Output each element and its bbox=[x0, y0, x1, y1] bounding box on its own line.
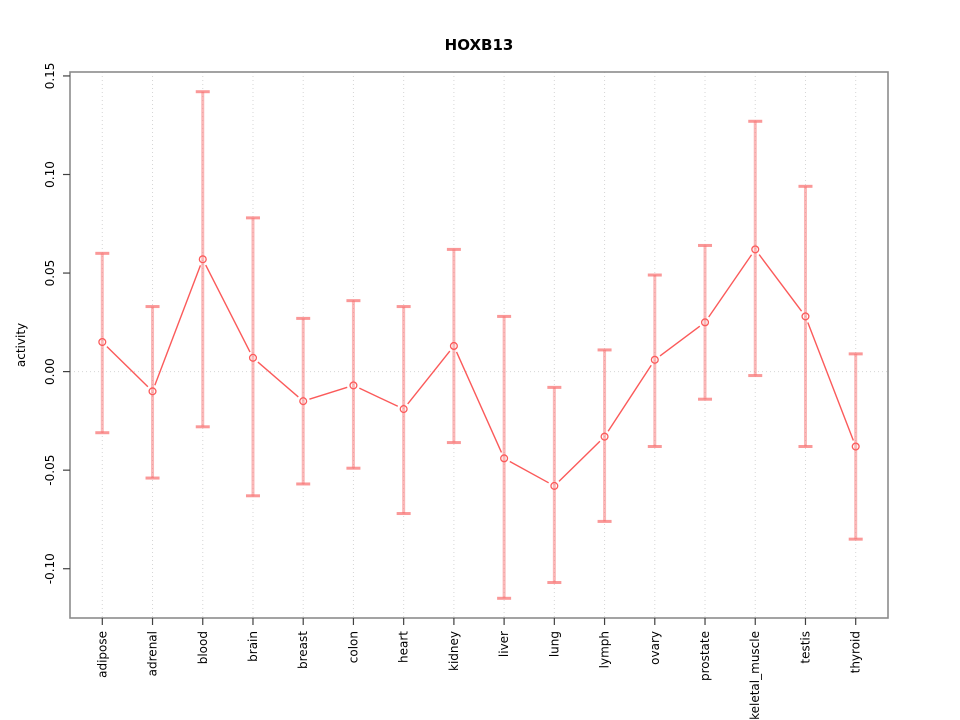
data-point bbox=[500, 454, 509, 463]
data-point bbox=[248, 353, 258, 362]
y-tick-label: 0.10 bbox=[43, 161, 57, 188]
series-segment bbox=[708, 254, 753, 318]
series-segment bbox=[154, 265, 202, 386]
data-point bbox=[198, 255, 207, 264]
x-tick-label: adipose bbox=[95, 631, 109, 678]
x-tick-label: lymph bbox=[598, 631, 612, 668]
data-point bbox=[600, 432, 609, 441]
x-tick-label: lung bbox=[547, 631, 561, 657]
y-tick-label: 0.00 bbox=[43, 358, 57, 385]
data-point bbox=[349, 381, 358, 390]
y-tick-label: -0.10 bbox=[43, 553, 57, 584]
y-tick-label: 0.05 bbox=[43, 260, 57, 287]
series-segment bbox=[205, 264, 251, 353]
series-segment bbox=[807, 322, 855, 441]
series-segment bbox=[758, 254, 803, 312]
x-tick-label: prostate bbox=[698, 631, 712, 681]
data-point bbox=[299, 397, 308, 406]
series-segment bbox=[257, 361, 299, 398]
y-tick-label: -0.05 bbox=[43, 455, 57, 486]
series-segment bbox=[659, 325, 701, 357]
data-point bbox=[650, 355, 659, 364]
series-segment bbox=[359, 387, 399, 407]
plot-area: -0.10 -0.05 0.00 0.05 0.10 0.15 adipose adrenal… bbox=[43, 63, 889, 720]
x-tick-label: thyroid bbox=[849, 631, 863, 673]
y-axis-title: activity bbox=[14, 323, 28, 367]
data-point bbox=[98, 337, 107, 347]
series-segment bbox=[607, 364, 652, 432]
x-tick-label: ovary bbox=[648, 631, 662, 665]
series-segment bbox=[309, 386, 348, 400]
y-tick-label: 0.15 bbox=[43, 63, 57, 90]
series-segment bbox=[455, 351, 503, 453]
data-point bbox=[399, 405, 408, 414]
data-point bbox=[700, 318, 710, 327]
x-tick-label: liver bbox=[497, 631, 511, 657]
series-segment bbox=[509, 460, 549, 484]
data-point bbox=[851, 442, 860, 451]
x-tick-label: colon bbox=[346, 631, 360, 663]
x-tick-label: kidney bbox=[447, 631, 461, 671]
data-point bbox=[550, 481, 559, 490]
x-tick-label: heart bbox=[397, 631, 411, 663]
data-point bbox=[449, 341, 458, 351]
x-tick-label: adrenal bbox=[146, 631, 160, 676]
chart-title: HOXB13 bbox=[445, 36, 514, 54]
x-tick-label: skeletal_muscle bbox=[748, 631, 762, 720]
x-tick-label: blood bbox=[196, 631, 210, 664]
data-point bbox=[751, 245, 760, 254]
x-tick-label: breast bbox=[296, 631, 310, 669]
x-tick-label: brain bbox=[246, 631, 260, 662]
data-point bbox=[148, 387, 157, 396]
data-point bbox=[801, 312, 810, 321]
series-segment bbox=[558, 440, 601, 482]
x-tick-label: testis bbox=[798, 631, 812, 664]
plot-frame bbox=[69, 71, 889, 619]
series-segment bbox=[407, 350, 451, 405]
series-segment bbox=[106, 346, 149, 388]
